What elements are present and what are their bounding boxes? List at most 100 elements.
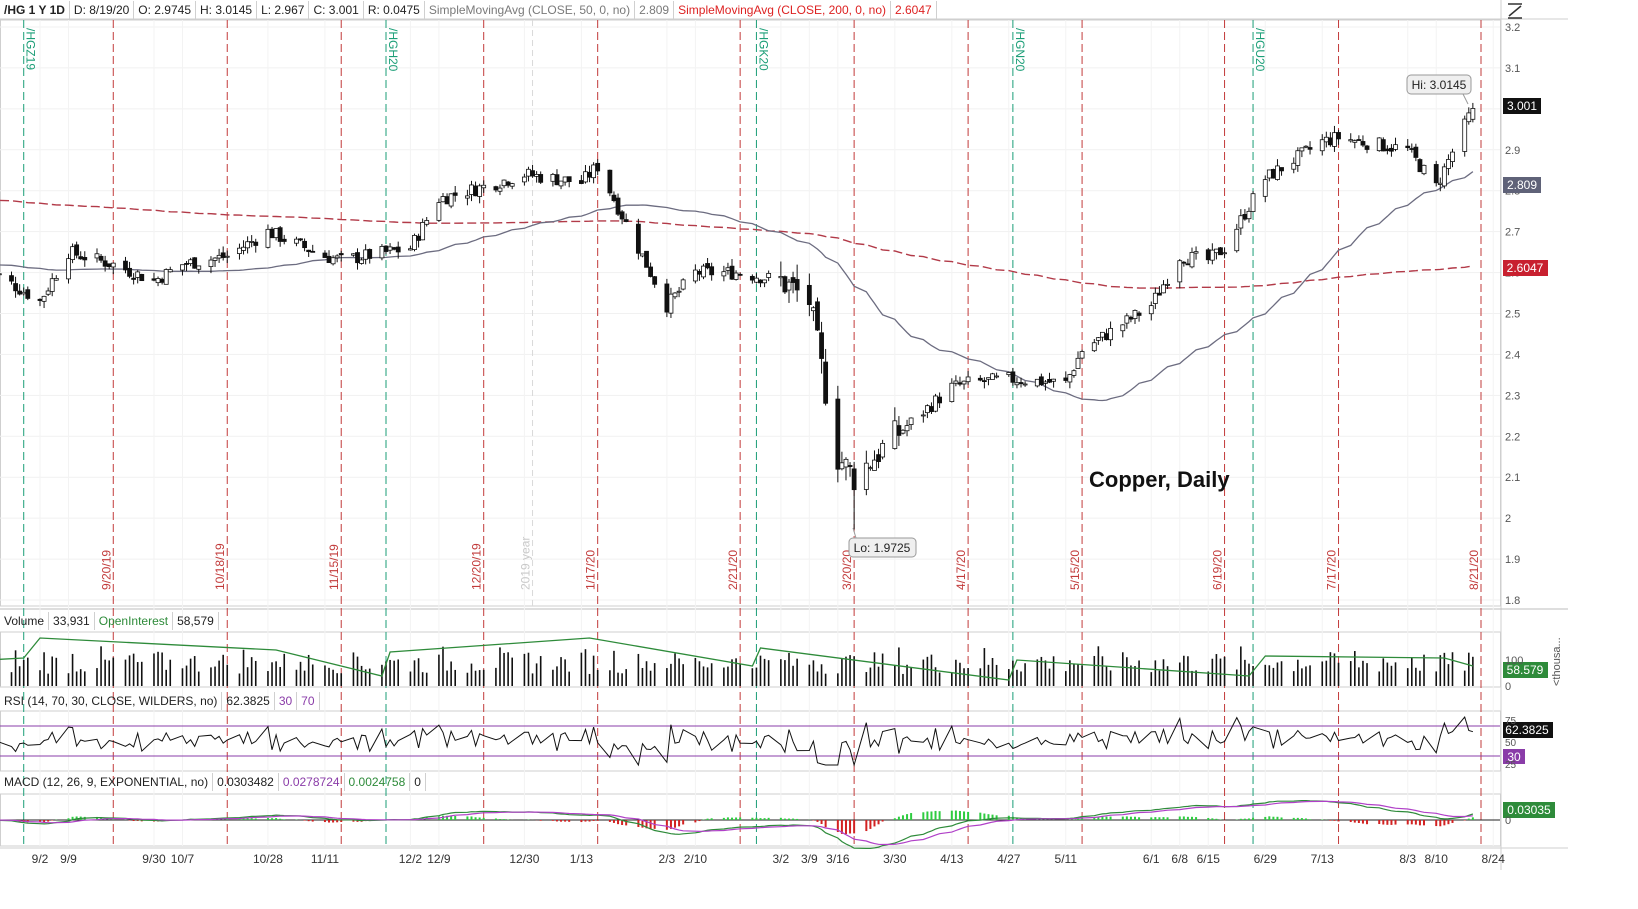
candle[interactable]: [1161, 280, 1166, 294]
candle[interactable]: [664, 278, 670, 318]
candle[interactable]: [615, 193, 621, 217]
candle[interactable]: [591, 162, 597, 184]
candle[interactable]: [1360, 135, 1366, 148]
candle[interactable]: [1038, 373, 1044, 386]
candle[interactable]: [1181, 261, 1187, 267]
candle[interactable]: [1250, 191, 1256, 213]
candle[interactable]: [672, 292, 678, 300]
candle[interactable]: [302, 238, 307, 252]
candle[interactable]: [1450, 148, 1455, 168]
candle[interactable]: [1291, 157, 1297, 174]
candle[interactable]: [709, 262, 715, 281]
candle[interactable]: [497, 184, 503, 196]
candle[interactable]: [139, 273, 145, 282]
candle[interactable]: [509, 182, 515, 190]
candle[interactable]: [705, 257, 710, 270]
candle[interactable]: [53, 275, 59, 281]
candle[interactable]: [701, 263, 706, 280]
candle[interactable]: [13, 276, 18, 298]
candle[interactable]: [0, 270, 2, 276]
candle[interactable]: [823, 348, 829, 406]
candle[interactable]: [1246, 207, 1252, 223]
candle[interactable]: [920, 410, 926, 423]
candle[interactable]: [25, 286, 31, 301]
candle[interactable]: [245, 236, 251, 254]
candle[interactable]: [167, 266, 173, 273]
candle[interactable]: [1157, 286, 1162, 296]
candle[interactable]: [953, 375, 959, 387]
candle[interactable]: [595, 159, 601, 176]
candle[interactable]: [961, 380, 967, 390]
symbol-label[interactable]: /HG 1 Y 1D: [0, 1, 70, 19]
candle[interactable]: [1413, 143, 1419, 162]
candle[interactable]: [1222, 247, 1227, 259]
candle[interactable]: [1421, 164, 1427, 176]
candle[interactable]: [110, 262, 116, 275]
candle[interactable]: [652, 275, 658, 288]
candle[interactable]: [1152, 287, 1158, 310]
candle[interactable]: [847, 462, 853, 477]
candle[interactable]: [127, 261, 132, 279]
candle[interactable]: [1071, 369, 1077, 378]
candle[interactable]: [1165, 278, 1170, 290]
candle[interactable]: [558, 180, 564, 190]
candle[interactable]: [815, 297, 820, 331]
candle[interactable]: [990, 372, 995, 380]
candle[interactable]: [1218, 246, 1223, 256]
candle[interactable]: [82, 251, 88, 267]
candle[interactable]: [98, 254, 104, 263]
oi-study-label[interactable]: OpenInterest: [95, 612, 174, 630]
candle[interactable]: [192, 257, 198, 269]
candle[interactable]: [74, 241, 80, 259]
candle[interactable]: [1332, 125, 1337, 152]
candle[interactable]: [448, 193, 454, 209]
candle[interactable]: [1136, 311, 1142, 322]
candle[interactable]: [294, 236, 299, 247]
candle[interactable]: [359, 257, 364, 265]
candle[interactable]: [1376, 137, 1382, 152]
candle[interactable]: [1010, 367, 1016, 386]
candle[interactable]: [668, 287, 674, 318]
candle[interactable]: [1270, 168, 1276, 179]
candle[interactable]: [1380, 137, 1386, 152]
candle[interactable]: [212, 257, 218, 267]
candle[interactable]: [1034, 378, 1040, 388]
candle[interactable]: [237, 243, 242, 260]
candle[interactable]: [1051, 378, 1056, 388]
candle[interactable]: [1299, 147, 1305, 158]
drawing-tools-icon[interactable]: [1508, 3, 1522, 19]
candle[interactable]: [819, 321, 824, 374]
candle[interactable]: [1433, 160, 1439, 187]
candle[interactable]: [692, 264, 698, 284]
candle[interactable]: [981, 377, 987, 389]
candle[interactable]: [310, 244, 316, 253]
candle[interactable]: [196, 265, 202, 274]
candle[interactable]: [965, 371, 971, 385]
candle[interactable]: [1189, 247, 1195, 269]
candle[interactable]: [253, 238, 259, 253]
candle[interactable]: [623, 213, 629, 223]
candle[interactable]: [1091, 339, 1097, 353]
candle[interactable]: [733, 270, 739, 281]
candle[interactable]: [1462, 115, 1468, 157]
candle[interactable]: [1067, 373, 1073, 389]
candle[interactable]: [424, 217, 430, 227]
candle[interactable]: [1417, 158, 1423, 173]
candle[interactable]: [224, 250, 230, 264]
candle[interactable]: [648, 262, 653, 278]
candle[interactable]: [863, 450, 869, 496]
candle[interactable]: [876, 448, 881, 469]
candle[interactable]: [330, 255, 336, 266]
candle[interactable]: [45, 287, 51, 296]
candle[interactable]: [1148, 301, 1154, 321]
rsi-study-label[interactable]: RSI (14, 70, 30, CLOSE, WILDERS, no): [0, 692, 223, 710]
candle[interactable]: [1079, 349, 1085, 360]
candle[interactable]: [949, 378, 955, 403]
candle[interactable]: [1193, 246, 1199, 260]
candle[interactable]: [937, 392, 943, 408]
candle[interactable]: [452, 185, 458, 202]
candle[interactable]: [1022, 381, 1028, 387]
candle[interactable]: [1043, 379, 1048, 391]
candle[interactable]: [355, 248, 360, 270]
candle[interactable]: [412, 233, 417, 252]
